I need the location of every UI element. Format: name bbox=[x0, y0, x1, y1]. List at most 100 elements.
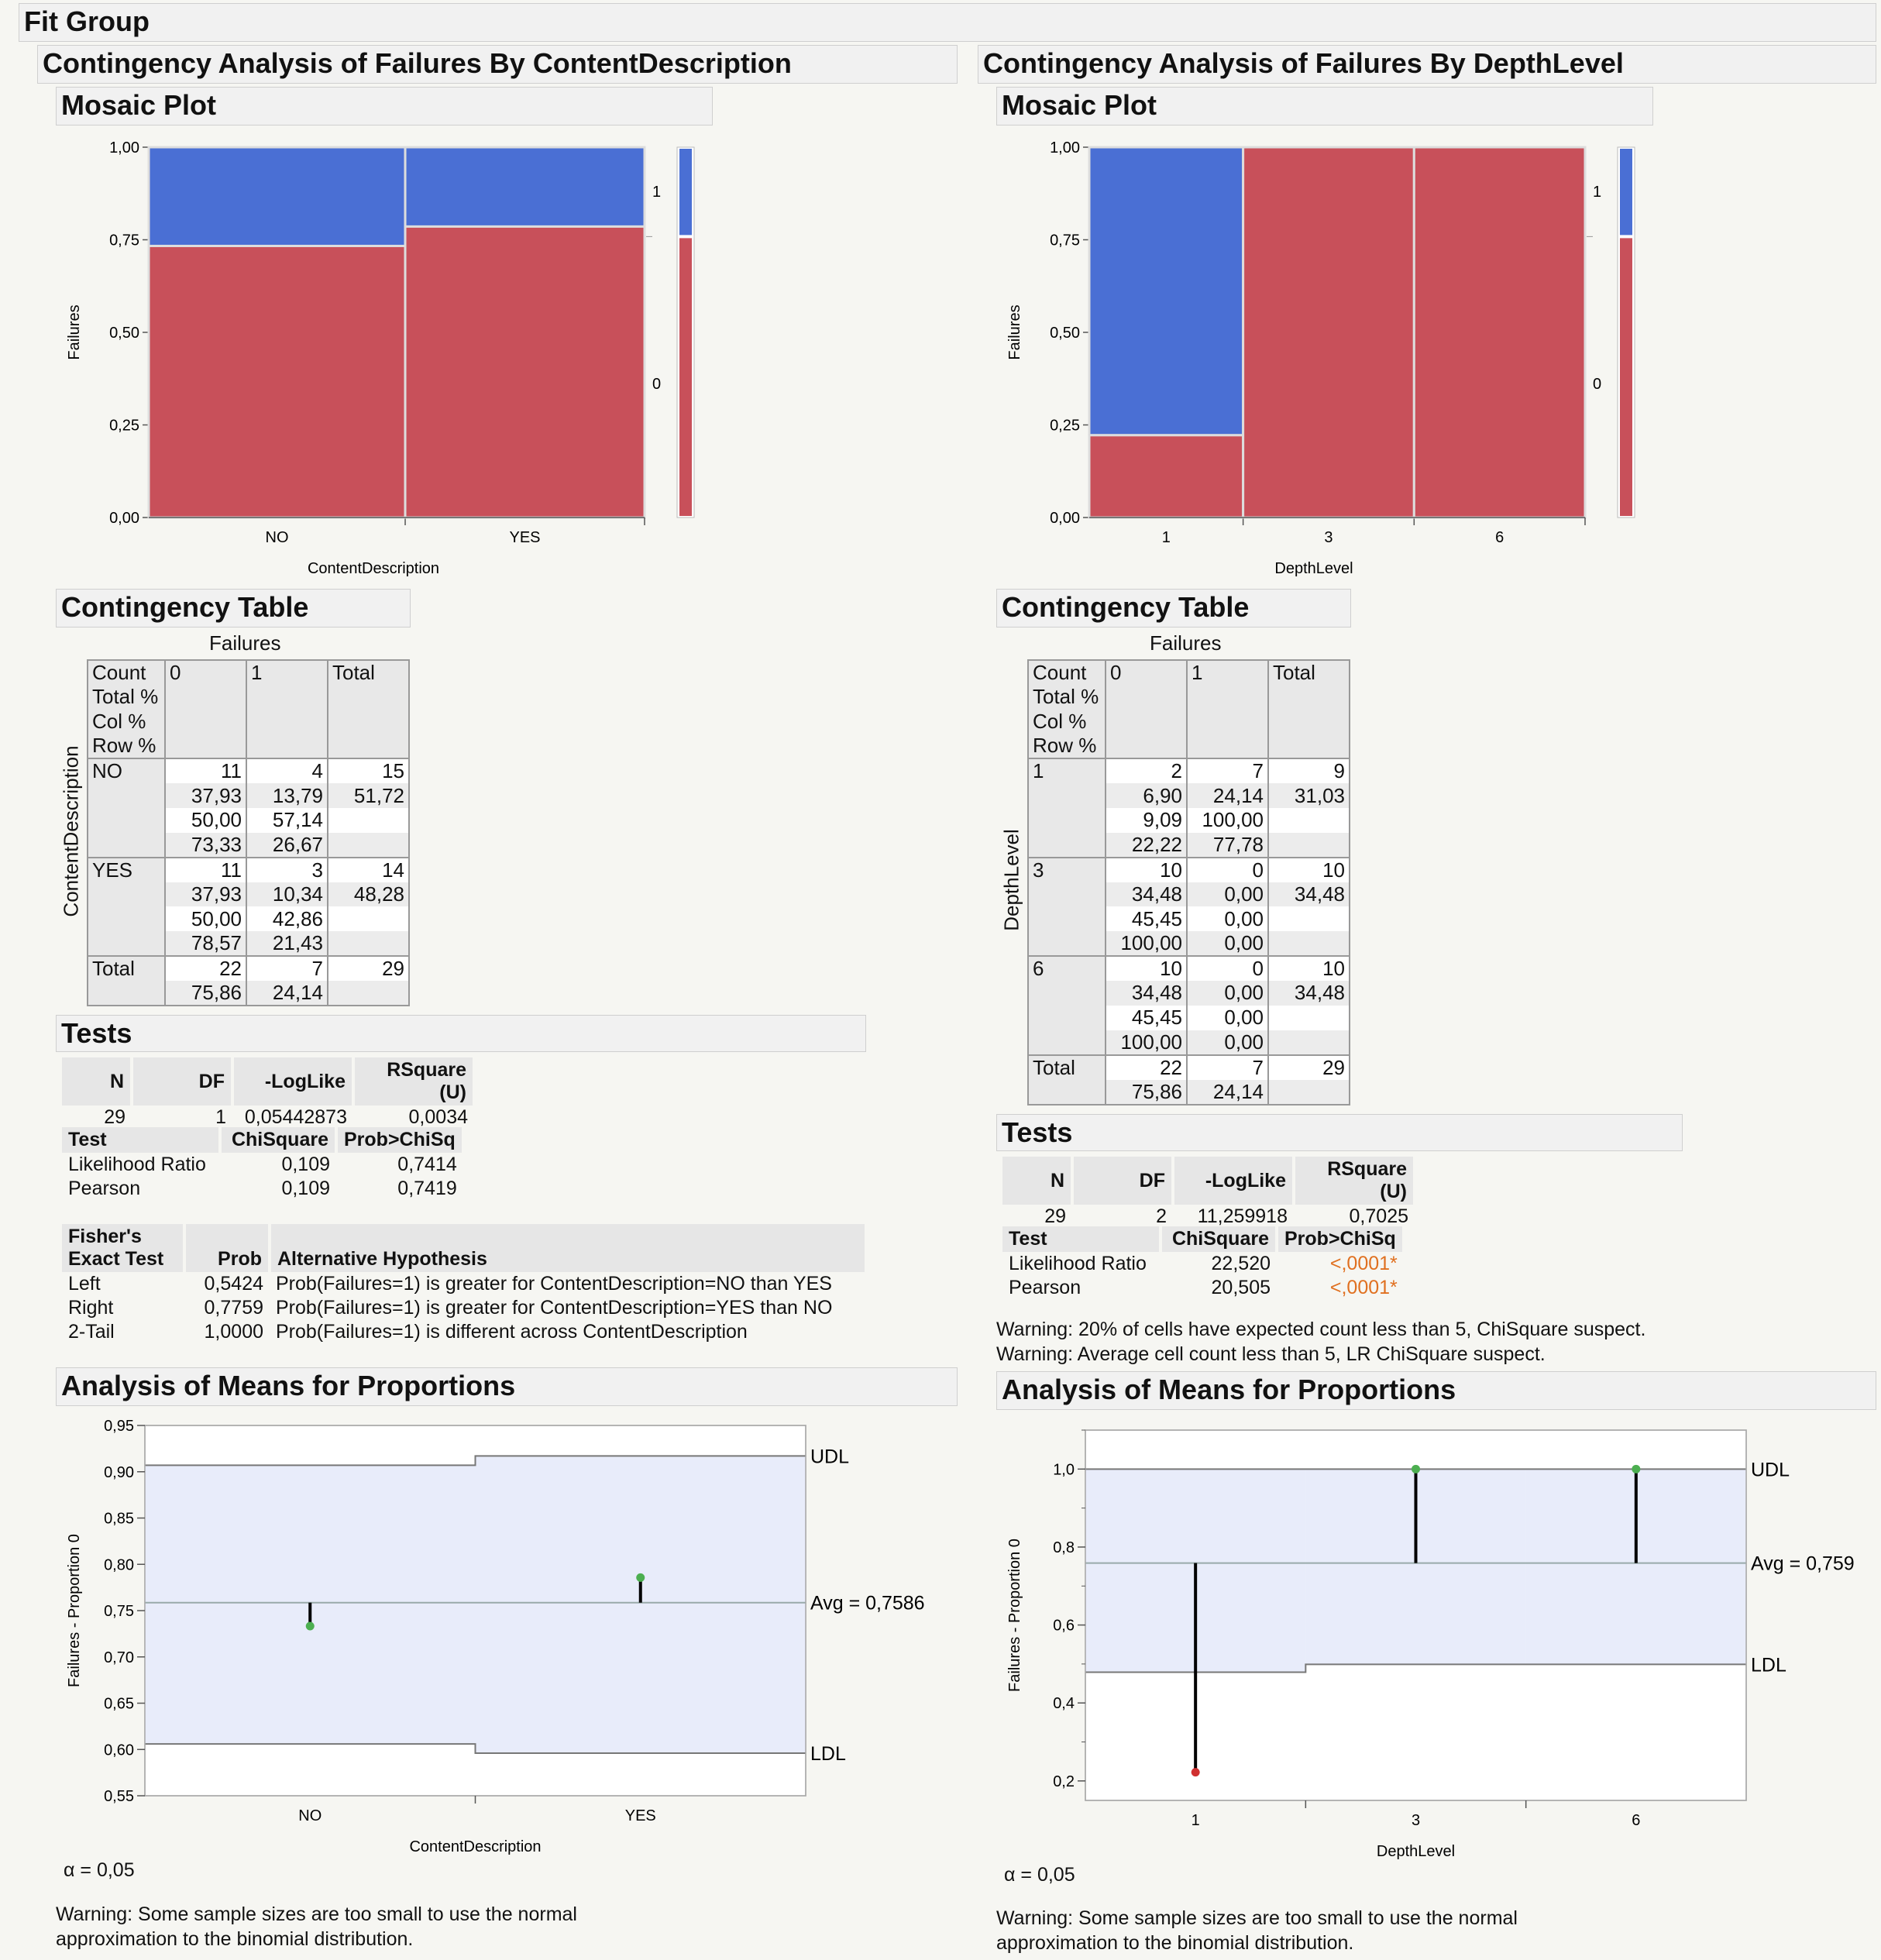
right-tests-section: N DF -LogLike RSquare (U) 29 2 11,259918 0,7025… bbox=[1002, 1157, 1700, 1298]
right-ct-row-label bbox=[1028, 808, 1106, 833]
left-ct-cell bbox=[328, 906, 410, 932]
right-ct-row-label: 3 bbox=[1028, 856, 1106, 882]
left-ct-col-label bbox=[246, 734, 328, 759]
left-analysis-title[interactable]: Contingency Analysis of Failures By Cont… bbox=[37, 45, 958, 84]
left-tests-title[interactable]: Tests bbox=[56, 1015, 866, 1052]
right-ct-cell: 10 bbox=[1268, 955, 1350, 982]
right-anom-warning: Warning: Some sample sizes are too small… bbox=[996, 1906, 1518, 1955]
left-ct-row-label bbox=[88, 808, 166, 833]
right-ct-cell: 10 bbox=[1106, 955, 1188, 982]
right-tests-title[interactable]: Tests bbox=[996, 1114, 1683, 1151]
left-tests-summary: N DF -LogLike RSquare (U) 29 1 0,05442873 0,003… bbox=[62, 1057, 476, 1130]
left-tests-fisher-head: Prob bbox=[184, 1224, 271, 1272]
left-ct-cell bbox=[328, 808, 410, 833]
right-ct-cell: 0,00 bbox=[1187, 981, 1269, 1006]
left-anom-xtick-label: NO bbox=[298, 1807, 322, 1824]
right-mosaic-ytick-label: 0,25 bbox=[1050, 418, 1080, 435]
right-ct-cell: 0 bbox=[1187, 856, 1269, 882]
right-anom-xtick-label: 6 bbox=[1632, 1812, 1640, 1829]
right-ct-row-label bbox=[1028, 1030, 1106, 1055]
left-anom-ytick-label: 0,70 bbox=[104, 1649, 134, 1666]
right-anom-warning-line2: approximation to the binomial distributi… bbox=[996, 1932, 1354, 1954]
left-alpha-label: α = 0,05 bbox=[64, 1859, 135, 1881]
left-tests-chi-cell: 0,109 bbox=[281, 1178, 330, 1199]
left-tests-summary-cell: 1 bbox=[215, 1106, 226, 1128]
left-ct-row-label: Total bbox=[88, 955, 166, 982]
right-mosaic-title[interactable]: Mosaic Plot bbox=[996, 87, 1653, 126]
left-tests-fisher-cell: 0,7759 bbox=[204, 1297, 263, 1319]
left-ct-row-label bbox=[88, 931, 166, 957]
left-mosaic-plot: 1,00 0,75 0,50 0,25 0,00 Failures NO YES Content… bbox=[66, 139, 695, 577]
right-anom-title[interactable]: Analysis of Means for Proportions bbox=[996, 1371, 1876, 1410]
left-ct-cell: 13,79 bbox=[246, 783, 328, 809]
left-contingency-title[interactable]: Contingency Table bbox=[56, 589, 411, 628]
right-ct-cell bbox=[1268, 808, 1350, 833]
left-mosaic-tile-1-YES bbox=[404, 146, 646, 228]
left-ct-cell bbox=[328, 832, 410, 858]
right-ct-cell: 22,22 bbox=[1106, 832, 1188, 858]
left-ct-cell: 78,57 bbox=[165, 931, 247, 957]
right-mosaic-tile-0-6 bbox=[1412, 146, 1587, 519]
left-tests-summary-cell: 29 bbox=[104, 1106, 126, 1128]
right-ct-col-label bbox=[1187, 709, 1269, 734]
left-tests-chi-head: Test bbox=[62, 1127, 222, 1153]
right-anom-point-1 bbox=[1191, 1768, 1200, 1777]
left-anom-ytick-label: 0,75 bbox=[104, 1603, 134, 1620]
right-anom-ytick-label: 0,6 bbox=[1053, 1618, 1075, 1635]
left-anom-ytick-label: 0,55 bbox=[104, 1788, 134, 1805]
right-ct-col-label bbox=[1187, 685, 1269, 710]
left-mosaic-title[interactable]: Mosaic Plot bbox=[56, 87, 713, 126]
right-mosaic-tile-0-3 bbox=[1242, 146, 1415, 519]
right-anom-xlabel: DepthLevel bbox=[1377, 1843, 1455, 1860]
right-ct-cell bbox=[1268, 931, 1350, 957]
right-ct-col-header: Failures bbox=[1150, 631, 1222, 655]
right-tests-summary-head: RSquare (U) bbox=[1294, 1157, 1416, 1205]
left-anom-ldl-line bbox=[145, 1743, 806, 1755]
left-anom-ylabel: Failures - Proportion 0 bbox=[66, 1534, 83, 1687]
left-ct-cell: 50,00 bbox=[165, 906, 247, 932]
left-anom-warning-line2: approximation to the binomial distributi… bbox=[56, 1928, 414, 1950]
right-analysis-title[interactable]: Contingency Analysis of Failures By Dept… bbox=[978, 45, 1876, 84]
right-ct-cell bbox=[1268, 1079, 1350, 1105]
left-tests-fisher-cell: Prob(Failures=1) is different across Con… bbox=[276, 1321, 748, 1343]
right-ct-cell: 34,48 bbox=[1268, 981, 1350, 1006]
left-ct-cell: 22 bbox=[165, 955, 247, 982]
left-tests-fisher-cell: Prob(Failures=1) is greater for ContentD… bbox=[276, 1273, 832, 1295]
left-ct-cell: 7 bbox=[246, 955, 328, 982]
right-ct-col-label: 0 bbox=[1106, 660, 1188, 685]
left-ct-cell bbox=[328, 931, 410, 957]
left-ct-row-label bbox=[88, 981, 166, 1006]
left-tests-chi-cell: 0,109 bbox=[281, 1154, 330, 1175]
right-ct-row-label: 1 bbox=[1028, 758, 1106, 784]
left-ct-cell: 50,00 bbox=[165, 808, 247, 833]
left-ct-cell: 11 bbox=[165, 856, 247, 882]
right-ct-cell: 24,14 bbox=[1187, 783, 1269, 809]
left-tests-chi-cell: 0,7414 bbox=[397, 1154, 457, 1175]
left-ct-col-label bbox=[328, 709, 410, 734]
left-mosaic-ylabel: Failures bbox=[66, 304, 83, 359]
left-ct-cell: 29 bbox=[328, 955, 410, 982]
left-contingency-table: Failures ContentDescription Count 0 1 Total To… bbox=[60, 631, 418, 1011]
right-ct-row-label bbox=[1028, 1079, 1106, 1105]
right-anom-ldl-line bbox=[1085, 1663, 1746, 1673]
right-ct-cell bbox=[1268, 1005, 1350, 1030]
left-tests-fisher-cell: Right bbox=[68, 1297, 114, 1319]
left-anom-chart: 0,95 0,90 0,85 0,80 0,75 0,70 0,65 0,60 0,55 Fail… bbox=[66, 1418, 925, 1855]
right-tests-summary-head: N bbox=[1002, 1157, 1074, 1205]
left-ct-cell: 37,93 bbox=[165, 882, 247, 907]
right-tests-chi: Test ChiSquare Prob>ChiSq Likelihood Ratio 2… bbox=[1002, 1226, 1405, 1300]
left-mosaic-ytick-label: 0,50 bbox=[109, 325, 139, 342]
right-anom-udl-label: UDL bbox=[1751, 1459, 1790, 1480]
left-ct-cell: 48,28 bbox=[328, 882, 410, 907]
left-anom-point-NO bbox=[305, 1621, 315, 1631]
left-anom-title[interactable]: Analysis of Means for Proportions bbox=[56, 1367, 958, 1406]
right-alpha-label: α = 0,05 bbox=[1004, 1864, 1075, 1886]
fit-group-title[interactable]: Fit Group bbox=[19, 3, 1876, 42]
left-anom-ldl-label: LDL bbox=[810, 1743, 846, 1765]
right-contingency-title[interactable]: Contingency Table bbox=[996, 589, 1351, 628]
left-ct-col-label bbox=[165, 734, 247, 759]
right-tests-chi-head: Test bbox=[1002, 1226, 1162, 1252]
left-tests-chi-cell: Likelihood Ratio bbox=[68, 1154, 206, 1175]
left-ct-col-label bbox=[246, 709, 328, 734]
right-ct-cell: 2 bbox=[1106, 758, 1188, 784]
